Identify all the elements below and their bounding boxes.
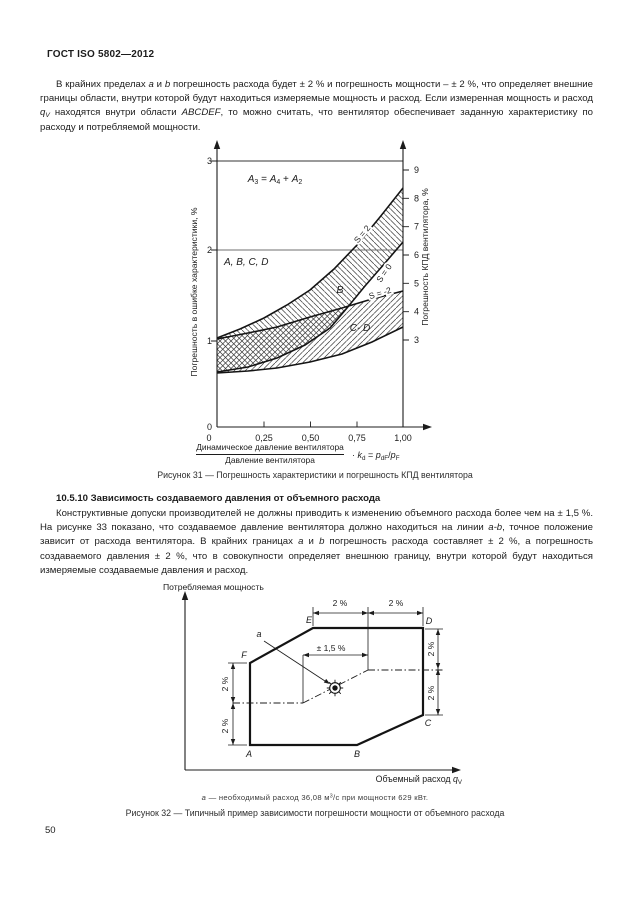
curve-s0 — [216, 241, 404, 373]
fig32-x-axis-arrow-icon — [452, 766, 461, 774]
vertex-labels: A B C D E F — [241, 615, 433, 759]
right-tick-6: 6 — [414, 250, 419, 260]
right-tick-9: 9 — [414, 165, 419, 175]
fraction-numerator: Динамическое давление вентилятора — [196, 442, 344, 455]
x-axis-arrow-icon — [423, 423, 432, 431]
left-tick-3: 3 — [207, 156, 212, 166]
fig32-axes — [184, 597, 455, 771]
fraction-denominator: Давление вентилятора — [225, 455, 315, 465]
leader-line-a — [263, 640, 329, 684]
dim-top-right-2pct: 2 % — [389, 598, 404, 608]
fig31-caption: Рисунок 31 — Погрешность характеристики … — [157, 470, 473, 480]
dim-right-lower-2pct: 2 % — [426, 685, 436, 700]
fig32-footnote: a — необходимый расход 36,08 м3/с при мо… — [201, 793, 429, 802]
paragraph-section-body: Конструктивные допуски производителей не… — [40, 508, 594, 576]
fig31-x-axis-fraction: Динамическое давление вентилятора Давлен… — [191, 442, 349, 466]
dim-left-upper-2pct: 2 % — [220, 676, 230, 691]
page-number: 50 — [45, 825, 56, 836]
fig31-formula-a3: A3 = A4 + A2 — [247, 174, 303, 187]
curves — [216, 187, 404, 374]
dim-pm-15pct: ± 1,5 % — [317, 643, 346, 653]
vertex-d: D — [426, 616, 433, 626]
centerlines — [233, 669, 443, 704]
dim-left-lower-2pct: 2 % — [220, 718, 230, 733]
left-tick-0: 0 — [207, 422, 212, 432]
x-tick-025: 0,25 — [255, 433, 273, 443]
right-tick-7: 7 — [414, 222, 419, 232]
centerline-diagonal — [302, 669, 369, 704]
left-tick-2: 2 — [207, 245, 212, 255]
right-tick-8: 8 — [414, 193, 419, 203]
band-cd-label: C- D — [350, 323, 371, 334]
fig31-kd-formula: · kd = pdF/pF — [352, 450, 400, 462]
figure-31-chart: 0 1 2 3 3 4 5 6 7 8 9 0 0,25 0,50 0,75 1… — [189, 140, 432, 443]
x-tick-050: 0,50 — [302, 433, 320, 443]
vertex-b: B — [354, 749, 360, 759]
section-heading-10-5-10: 10.5.10 Зависимость создаваемого давлени… — [56, 493, 381, 504]
vertex-a: A — [245, 749, 252, 759]
right-tick-4: 4 — [414, 307, 419, 317]
right-axis-title: Погрешность КПД вентилятора, % — [420, 188, 430, 326]
figure-32-diagram: 2 % 2 % ± 1,5 % 2 % 2 % 2 % 2 % A B C D … — [163, 582, 461, 774]
right-tick-5: 5 — [414, 278, 419, 288]
fig32-y-axis-label: Потребляемая мощность — [163, 582, 264, 592]
x-tick-labels: 0 0,25 0,50 0,75 1,00 — [206, 433, 411, 443]
fig32-x-axis-label: Объемный расход qV — [375, 774, 462, 786]
point-label-a: a — [256, 629, 261, 639]
vertex-c: C — [425, 718, 432, 728]
band-b-area — [217, 188, 403, 372]
right-tick-marks — [403, 169, 409, 341]
band-cd-area — [217, 291, 403, 373]
right-tick-3: 3 — [414, 335, 419, 345]
hexagon-abcdef — [248, 626, 425, 747]
fig32-caption: Рисунок 32 — Типичный пример зависимости… — [125, 808, 505, 818]
duty-point-icon — [326, 679, 344, 697]
left-tick-1: 1 — [207, 336, 212, 346]
left-axis-title: Погрешность в ошибке характеристики, % — [189, 207, 199, 377]
x-tick-0: 0 — [206, 433, 211, 443]
x-tick-marks — [263, 421, 358, 427]
dimension-arrows — [230, 610, 441, 745]
x-tick-075: 0,75 — [348, 433, 366, 443]
dim-right-upper-2pct: 2 % — [426, 641, 436, 656]
band-b-label: B — [336, 284, 343, 296]
vertex-e: E — [306, 615, 313, 625]
axes — [211, 146, 426, 428]
left-axis-arrow-icon — [213, 140, 221, 149]
document-header-title: ГОСТ ISO 5802—2012 — [47, 49, 155, 60]
curve-cd-bottom — [216, 326, 404, 374]
leader-arrow-icon — [323, 678, 330, 684]
vertex-f: F — [241, 650, 247, 660]
left-tick-marks — [211, 160, 217, 342]
curve-sm2 — [216, 290, 404, 340]
fig32-y-axis-arrow-icon — [181, 591, 189, 600]
curve-s2 — [216, 187, 404, 339]
left-tick-labels: 0 1 2 3 — [207, 156, 212, 432]
right-tick-labels: 3 4 5 6 7 8 9 — [414, 165, 419, 345]
dim-top-left-2pct: 2 % — [333, 598, 348, 608]
paragraph-limits-ab: В крайних пределах a и b погрешность рас… — [40, 79, 594, 133]
right-axis-arrow-icon — [399, 140, 407, 149]
x-tick-100: 1,00 — [394, 433, 412, 443]
region-label-abcd: A, B, C, D — [223, 257, 268, 268]
